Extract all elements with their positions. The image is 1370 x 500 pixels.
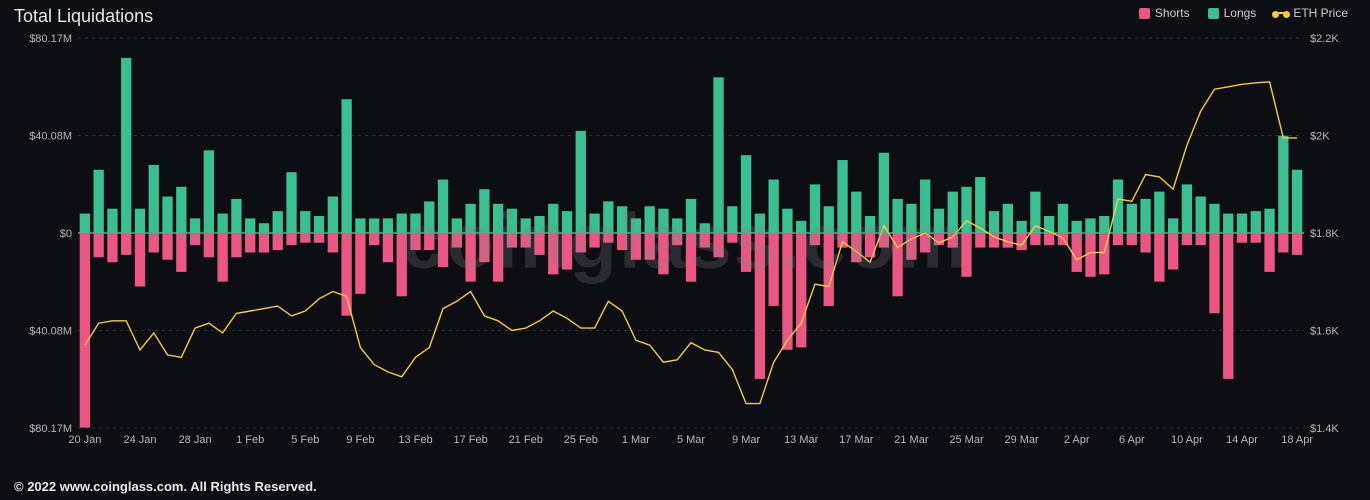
chart-svg: $80.17M $40.08M $0 $40.08M $80.17M $2.2K $2K $1… — [14, 32, 1356, 450]
svg-text:18 Apr: 18 Apr — [1281, 434, 1313, 446]
svg-text:$2K: $2K — [1310, 131, 1330, 143]
svg-text:20 Jan: 20 Jan — [68, 434, 101, 446]
svg-text:25 Feb: 25 Feb — [564, 434, 598, 446]
svg-text:25 Mar: 25 Mar — [949, 434, 984, 446]
svg-text:9 Feb: 9 Feb — [346, 434, 374, 446]
svg-text:21 Feb: 21 Feb — [509, 434, 543, 446]
svg-text:2 Apr: 2 Apr — [1064, 434, 1090, 446]
svg-text:5 Feb: 5 Feb — [291, 434, 319, 446]
svg-text:$0: $0 — [60, 228, 72, 240]
legend-label: Shorts — [1155, 6, 1190, 20]
svg-text:10 Apr: 10 Apr — [1171, 434, 1203, 446]
svg-text:1 Mar: 1 Mar — [622, 434, 650, 446]
svg-text:14 Apr: 14 Apr — [1226, 434, 1258, 446]
svg-text:17 Mar: 17 Mar — [839, 434, 874, 446]
svg-text:21 Mar: 21 Mar — [894, 434, 929, 446]
shorts-swatch — [1139, 8, 1150, 19]
svg-text:28 Jan: 28 Jan — [179, 434, 212, 446]
chart-title: Total Liquidations — [14, 6, 153, 27]
legend-longs[interactable]: Longs — [1208, 6, 1257, 20]
svg-text:1 Feb: 1 Feb — [236, 434, 264, 446]
longs-swatch — [1208, 8, 1219, 19]
svg-text:13 Mar: 13 Mar — [784, 434, 819, 446]
svg-text:$40.08M: $40.08M — [29, 131, 72, 143]
price-swatch — [1274, 12, 1288, 14]
svg-text:6 Apr: 6 Apr — [1119, 434, 1145, 446]
svg-text:$1.6K: $1.6K — [1310, 326, 1339, 338]
svg-text:9 Mar: 9 Mar — [732, 434, 760, 446]
svg-text:5 Mar: 5 Mar — [677, 434, 705, 446]
svg-text:$40.08M: $40.08M — [29, 325, 72, 337]
svg-text:$80.17M: $80.17M — [29, 423, 72, 435]
svg-text:24 Jan: 24 Jan — [123, 434, 156, 446]
legend-label: ETH Price — [1293, 6, 1348, 20]
svg-text:$1.8K: $1.8K — [1310, 228, 1339, 240]
legend-label: Longs — [1224, 6, 1257, 20]
footer-copyright: © 2022 www.coinglass.com. All Rights Res… — [14, 479, 317, 494]
legend-price[interactable]: ETH Price — [1274, 6, 1348, 20]
svg-text:17 Feb: 17 Feb — [453, 434, 487, 446]
svg-text:29 Mar: 29 Mar — [1004, 434, 1039, 446]
legend: Shorts Longs ETH Price — [1139, 6, 1348, 20]
svg-text:$80.17M: $80.17M — [29, 33, 72, 45]
legend-shorts[interactable]: Shorts — [1139, 6, 1190, 20]
svg-text:$1.4K: $1.4K — [1310, 423, 1339, 435]
svg-text:13 Feb: 13 Feb — [398, 434, 432, 446]
svg-text:$2.2K: $2.2K — [1310, 33, 1339, 45]
liquidations-chart[interactable]: $80.17M $40.08M $0 $40.08M $80.17M $2.2K $2K $1… — [14, 32, 1356, 450]
